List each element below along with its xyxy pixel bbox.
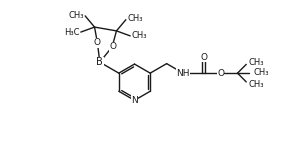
Text: O: O: [94, 38, 101, 47]
Text: O: O: [217, 69, 224, 78]
Text: O: O: [109, 42, 116, 51]
Text: N: N: [131, 96, 138, 105]
Text: CH₃: CH₃: [254, 68, 269, 77]
Text: O: O: [200, 53, 207, 62]
Text: CH₃: CH₃: [132, 31, 147, 40]
Text: B: B: [96, 57, 103, 67]
Text: CH₃: CH₃: [249, 58, 264, 67]
Text: H₃C: H₃C: [64, 28, 79, 37]
Text: NH: NH: [176, 69, 190, 78]
Text: CH₃: CH₃: [68, 11, 84, 19]
Text: CH₃: CH₃: [249, 80, 264, 89]
Text: CH₃: CH₃: [127, 14, 143, 23]
